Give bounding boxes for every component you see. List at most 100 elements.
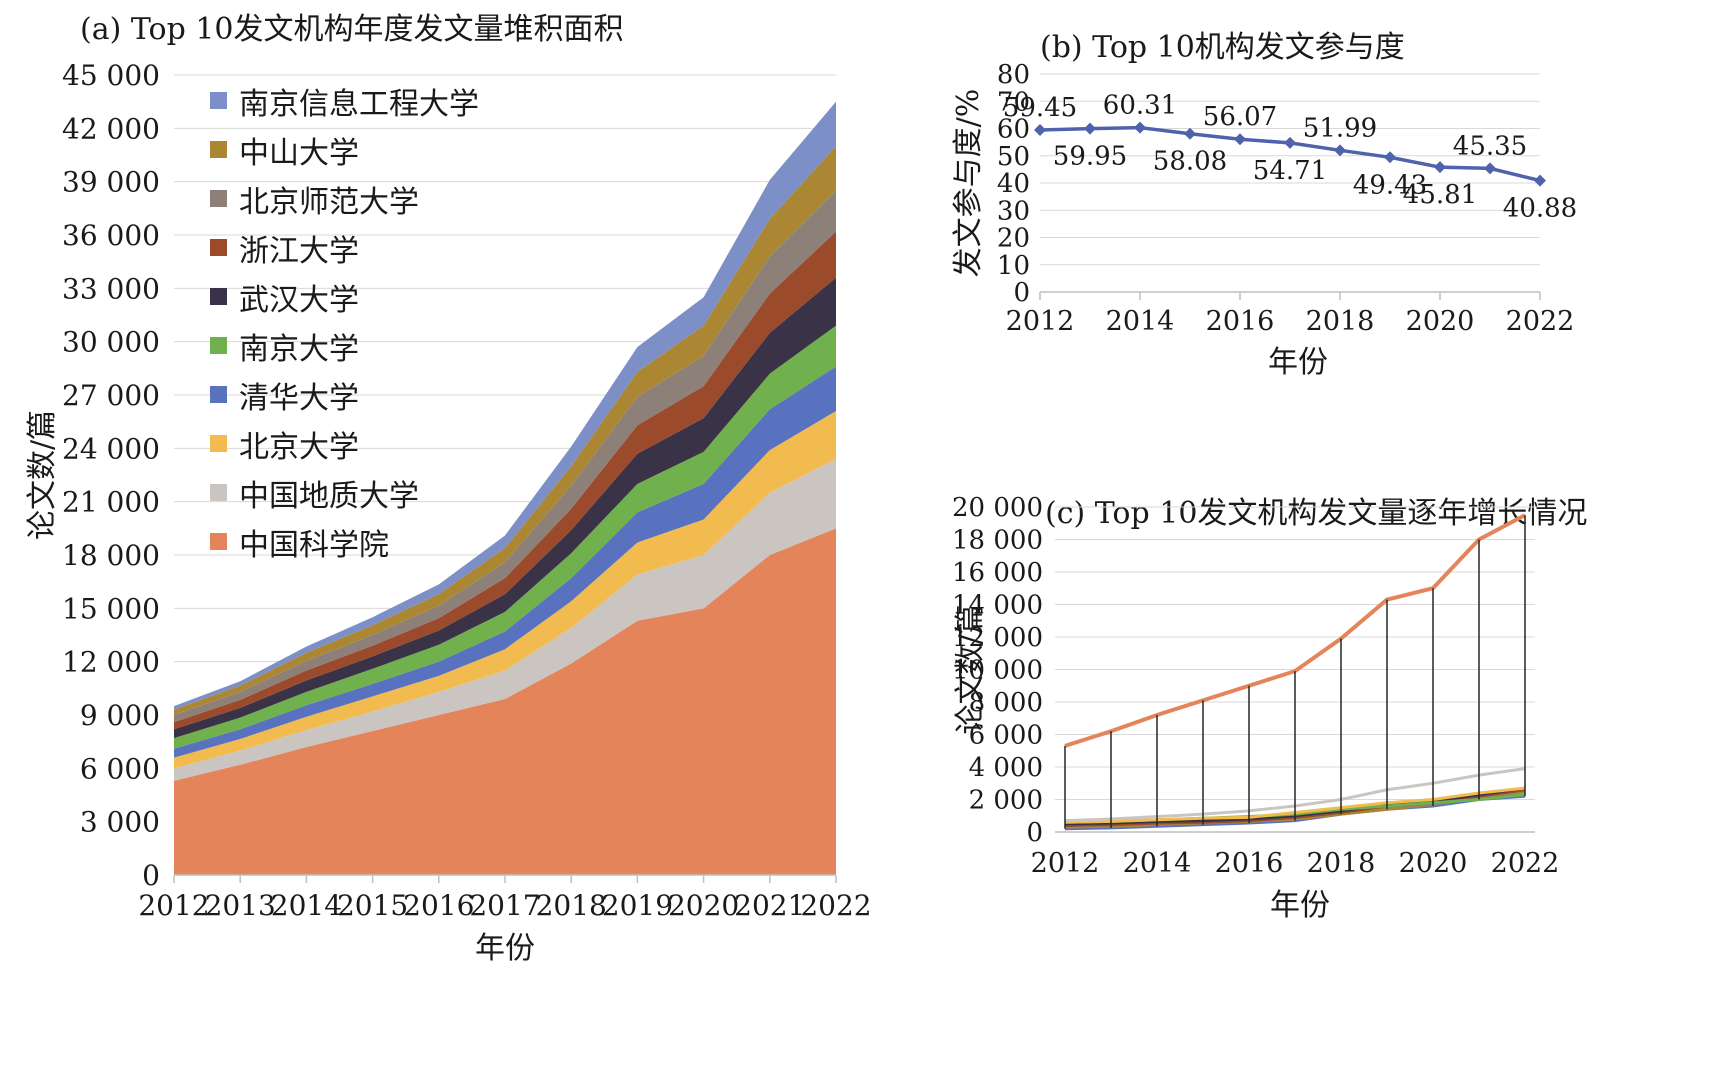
legend-label: 北京大学 bbox=[239, 429, 359, 465]
y-axis-label: 发文参与度/% bbox=[951, 89, 986, 278]
y-tick-label: 33 000 bbox=[62, 272, 160, 305]
data-point bbox=[1184, 127, 1196, 140]
x-tick-label: 2014 bbox=[1123, 848, 1192, 879]
legend-swatch bbox=[210, 239, 227, 256]
legend-swatch bbox=[210, 386, 227, 403]
legend-label: 南京大学 bbox=[239, 331, 359, 367]
x-tick-label: 2020 bbox=[668, 889, 739, 922]
y-tick-label: 12 000 bbox=[62, 646, 160, 679]
x-axis-label: 年份 bbox=[475, 931, 535, 966]
y-tick-label: 18 000 bbox=[62, 539, 160, 572]
x-tick-label: 2012 bbox=[1031, 848, 1100, 879]
y-tick-label: 80 bbox=[997, 60, 1030, 90]
legend-item: 南京大学 bbox=[210, 321, 479, 370]
x-tick-label: 2012 bbox=[138, 889, 209, 922]
x-tick-label: 2022 bbox=[1491, 848, 1560, 879]
data-point bbox=[1084, 122, 1096, 135]
legend-label: 南京信息工程大学 bbox=[239, 86, 479, 122]
stacked-area-chart: 0 3 000 6 000 9 000 12 000 15 000 18 000 21 000… bbox=[25, 59, 872, 966]
y-tick-label: 40 bbox=[997, 169, 1030, 199]
y-tick-label: 70 bbox=[997, 87, 1030, 117]
legend-label: 清华大学 bbox=[239, 380, 359, 416]
panel-a-title: (a) Top 10发文机构年度发文量堆积面积 bbox=[80, 12, 624, 47]
legend-item: 南京信息工程大学 bbox=[210, 76, 479, 125]
panel-b-participation: (b) Top 10机构发文参与度 0 10 20 30 40 50 60 70 80 2012 2… bbox=[951, 0, 1732, 470]
y-tick-label: 10 bbox=[997, 251, 1030, 281]
legend-swatch bbox=[210, 141, 227, 158]
data-label: 58.08 bbox=[1153, 147, 1227, 177]
legend-item: 北京师范大学 bbox=[210, 174, 479, 223]
y-tick-label: 42 000 bbox=[62, 112, 160, 145]
x-tick-label: 2017 bbox=[469, 889, 540, 922]
y-tick-label: 39 000 bbox=[62, 166, 160, 199]
legend-swatch bbox=[210, 288, 227, 305]
x-tick-label: 2016 bbox=[1215, 848, 1284, 879]
y-tick-label: 10 000 bbox=[952, 656, 1043, 686]
y-tick-label: 15 000 bbox=[62, 592, 160, 625]
y-tick-label: 0 bbox=[1026, 818, 1043, 848]
x-tick-label: 2021 bbox=[734, 889, 805, 922]
legend-swatch bbox=[210, 92, 227, 109]
data-point bbox=[1034, 123, 1046, 136]
x-tick-label: 2018 bbox=[536, 889, 607, 922]
data-point bbox=[1384, 151, 1396, 164]
y-tick-label: 0 bbox=[142, 859, 160, 892]
x-tick-label: 2014 bbox=[1106, 306, 1175, 337]
legend-label: 中山大学 bbox=[239, 135, 359, 171]
y-tick-label: 27 000 bbox=[62, 379, 160, 412]
data-label: 45.81 bbox=[1403, 180, 1477, 210]
legend-item: 浙江大学 bbox=[210, 223, 479, 272]
y-tick-label: 21 000 bbox=[62, 486, 160, 519]
legend-label: 中国地质大学 bbox=[239, 478, 419, 514]
x-tick-label: 2022 bbox=[1506, 306, 1575, 337]
panel-a-stacked-area: (a) Top 10发文机构年度发文量堆积面积 0 3 000 6 000 9 000… bbox=[25, 12, 872, 966]
data-label: 45.35 bbox=[1453, 131, 1527, 161]
y-tick-label: 18 000 bbox=[952, 526, 1043, 556]
data-label: 59.95 bbox=[1053, 142, 1127, 172]
data-label: 60.31 bbox=[1103, 91, 1177, 121]
x-tick-label: 2014 bbox=[271, 889, 342, 922]
y-tick-label: 60 bbox=[997, 115, 1030, 145]
y-tick-label: 2 000 bbox=[969, 786, 1043, 816]
data-point bbox=[1334, 144, 1346, 157]
x-tick-label: 2012 bbox=[1006, 306, 1075, 337]
y-tick-label: 9 000 bbox=[80, 699, 160, 732]
x-tick-label: 2022 bbox=[800, 889, 871, 922]
y-axis-label: 论文数/篇 bbox=[953, 604, 988, 734]
x-tick-label: 2018 bbox=[1306, 306, 1375, 337]
y-axis-label: 论文数/篇 bbox=[25, 410, 60, 540]
y-tick-label: 14 000 bbox=[952, 591, 1043, 621]
x-axis-label: 年份 bbox=[1270, 888, 1330, 923]
data-label: 51.99 bbox=[1303, 113, 1377, 143]
legend-item: 中国科学院 bbox=[210, 517, 479, 566]
data-point bbox=[1234, 133, 1246, 146]
panel-b-title: (b) Top 10机构发文参与度 bbox=[1040, 30, 1405, 65]
y-tick-label: 6 000 bbox=[969, 721, 1043, 751]
x-tick-label: 2015 bbox=[337, 889, 408, 922]
y-tick-label: 3 000 bbox=[80, 806, 160, 839]
legend-swatch bbox=[210, 484, 227, 501]
x-tick-label: 2019 bbox=[602, 889, 673, 922]
legend-item: 北京大学 bbox=[210, 419, 479, 468]
data-point bbox=[1284, 136, 1296, 149]
y-tick-label: 20 000 bbox=[952, 493, 1043, 523]
y-tick-label: 12 000 bbox=[952, 623, 1043, 653]
panel-c-title: (c) Top 10发文机构发文量逐年增长情况 bbox=[1045, 496, 1588, 531]
data-label: 40.88 bbox=[1503, 194, 1577, 224]
x-tick-label: 2018 bbox=[1307, 848, 1376, 879]
data-label: 54.71 bbox=[1253, 156, 1327, 186]
data-point bbox=[1484, 162, 1496, 175]
area-中国科学院 bbox=[174, 528, 836, 875]
data-point bbox=[1534, 174, 1546, 187]
legend-swatch bbox=[210, 337, 227, 354]
y-tick-label: 0 bbox=[1013, 278, 1030, 308]
y-tick-label: 16 000 bbox=[952, 558, 1043, 588]
y-tick-label: 4 000 bbox=[969, 753, 1043, 783]
x-tick-label: 2020 bbox=[1399, 848, 1468, 879]
legend-item: 武汉大学 bbox=[210, 272, 479, 321]
y-tick-label: 20 bbox=[997, 224, 1030, 254]
data-label: 49.43 bbox=[1353, 170, 1427, 200]
